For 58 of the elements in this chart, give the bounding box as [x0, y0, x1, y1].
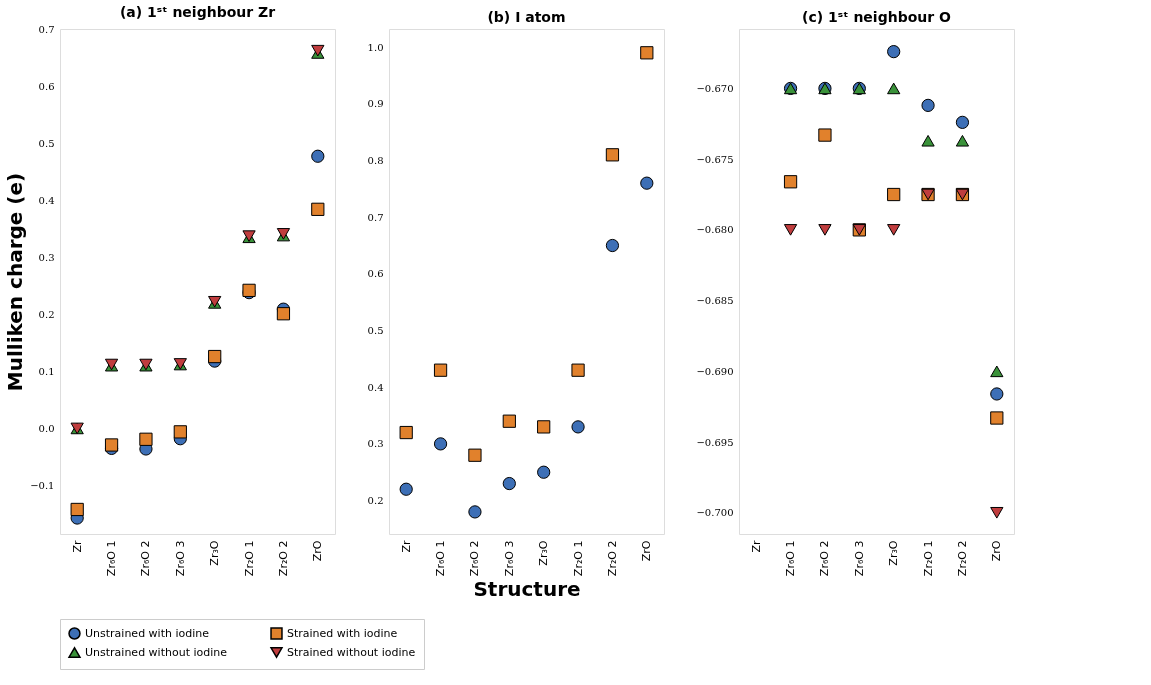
- x-tick-label: Zr₆O 2: [139, 540, 153, 577]
- x-tick-label: Zr₆O 3: [502, 540, 516, 577]
- y-tick-label: 0.3: [38, 251, 55, 263]
- x-tick-label: Zr₆O 3: [173, 540, 187, 577]
- y-tick-label: 0.8: [367, 154, 384, 166]
- x-tick-label: ZrO: [990, 540, 1004, 562]
- x-tick-label: Zr₂O 1: [921, 540, 935, 577]
- x-tick-label: ZrO: [311, 540, 325, 562]
- x-tick-label: Zr₂O 1: [571, 540, 585, 577]
- x-tick-label: Zr₆O 1: [784, 540, 798, 577]
- y-tick-label: 0.4: [38, 194, 55, 206]
- x-tick-label: Zr₂O 2: [605, 540, 619, 577]
- y-tick-label: 0.6: [367, 268, 384, 280]
- legend-label: Unstrained without iodine: [85, 645, 228, 659]
- y-tick-label: 1.0: [367, 41, 384, 53]
- y-tick-label: 0.5: [367, 325, 384, 337]
- y-tick-label: 0.2: [38, 308, 55, 320]
- x-tick-label: Zr₆O 3: [852, 540, 866, 577]
- legend-label: Strained with iodine: [287, 626, 398, 640]
- chart-title: (a) 1ˢᵗ neighbour Zr: [119, 4, 276, 20]
- legend-label: Unstrained with iodine: [85, 626, 210, 640]
- chart-title: (b) I atom: [487, 9, 566, 25]
- x-tick-label: Zr₆O 2: [818, 540, 832, 577]
- y-tick-label: 0.4: [367, 381, 384, 393]
- y-tick-label: 0.1: [38, 365, 55, 377]
- y-tick-label: 0.7: [367, 211, 384, 223]
- y-tick-label: −0.685: [696, 295, 734, 307]
- y-tick-label: −0.700: [696, 507, 734, 519]
- x-tick-label: Zr₃O: [208, 540, 222, 566]
- x-tick-label: Zr₆O 1: [105, 540, 119, 577]
- x-tick-label: Zr: [749, 540, 763, 553]
- x-tick-label: Zr₆O 1: [434, 540, 448, 577]
- x-tick-label: Zr₂O 2: [955, 540, 969, 577]
- y-tick-label: −0.1: [30, 480, 55, 491]
- y-tick-label: 0.2: [367, 495, 384, 507]
- x-tick-label: Zr₃O: [537, 540, 551, 566]
- y-tick-label: −0.690: [696, 365, 734, 377]
- x-tick-label: Zr₃O: [887, 540, 901, 566]
- chart-title: (c) 1ˢᵗ neighbour O: [802, 9, 952, 25]
- y-tick-label: −0.680: [696, 224, 734, 236]
- x-tick-label: Zr₂O 2: [276, 540, 290, 577]
- y-tick-label: −0.675: [696, 153, 734, 165]
- x-tick-label: Zr: [70, 540, 84, 553]
- y-tick-label: 0.3: [367, 438, 384, 450]
- x-axis-title: Structure: [473, 577, 581, 602]
- y-tick-label: −0.695: [696, 436, 734, 448]
- x-tick-label: Zr: [399, 540, 413, 553]
- y-tick-label: 0.0: [38, 422, 55, 434]
- y-tick-label: 0.7: [38, 23, 55, 35]
- y-tick-label: 0.9: [367, 98, 384, 110]
- legend-label: Strained without iodine: [287, 645, 416, 659]
- x-tick-label: Zr₂O 1: [242, 540, 256, 577]
- y-axis-title: Mulliken charge (e): [3, 172, 28, 392]
- y-tick-label: 0.5: [38, 137, 55, 149]
- x-tick-label: Zr₆O 2: [468, 540, 482, 577]
- x-tick-label: ZrO: [640, 540, 654, 562]
- y-tick-label: −0.670: [696, 82, 734, 94]
- y-tick-label: 0.6: [38, 80, 55, 92]
